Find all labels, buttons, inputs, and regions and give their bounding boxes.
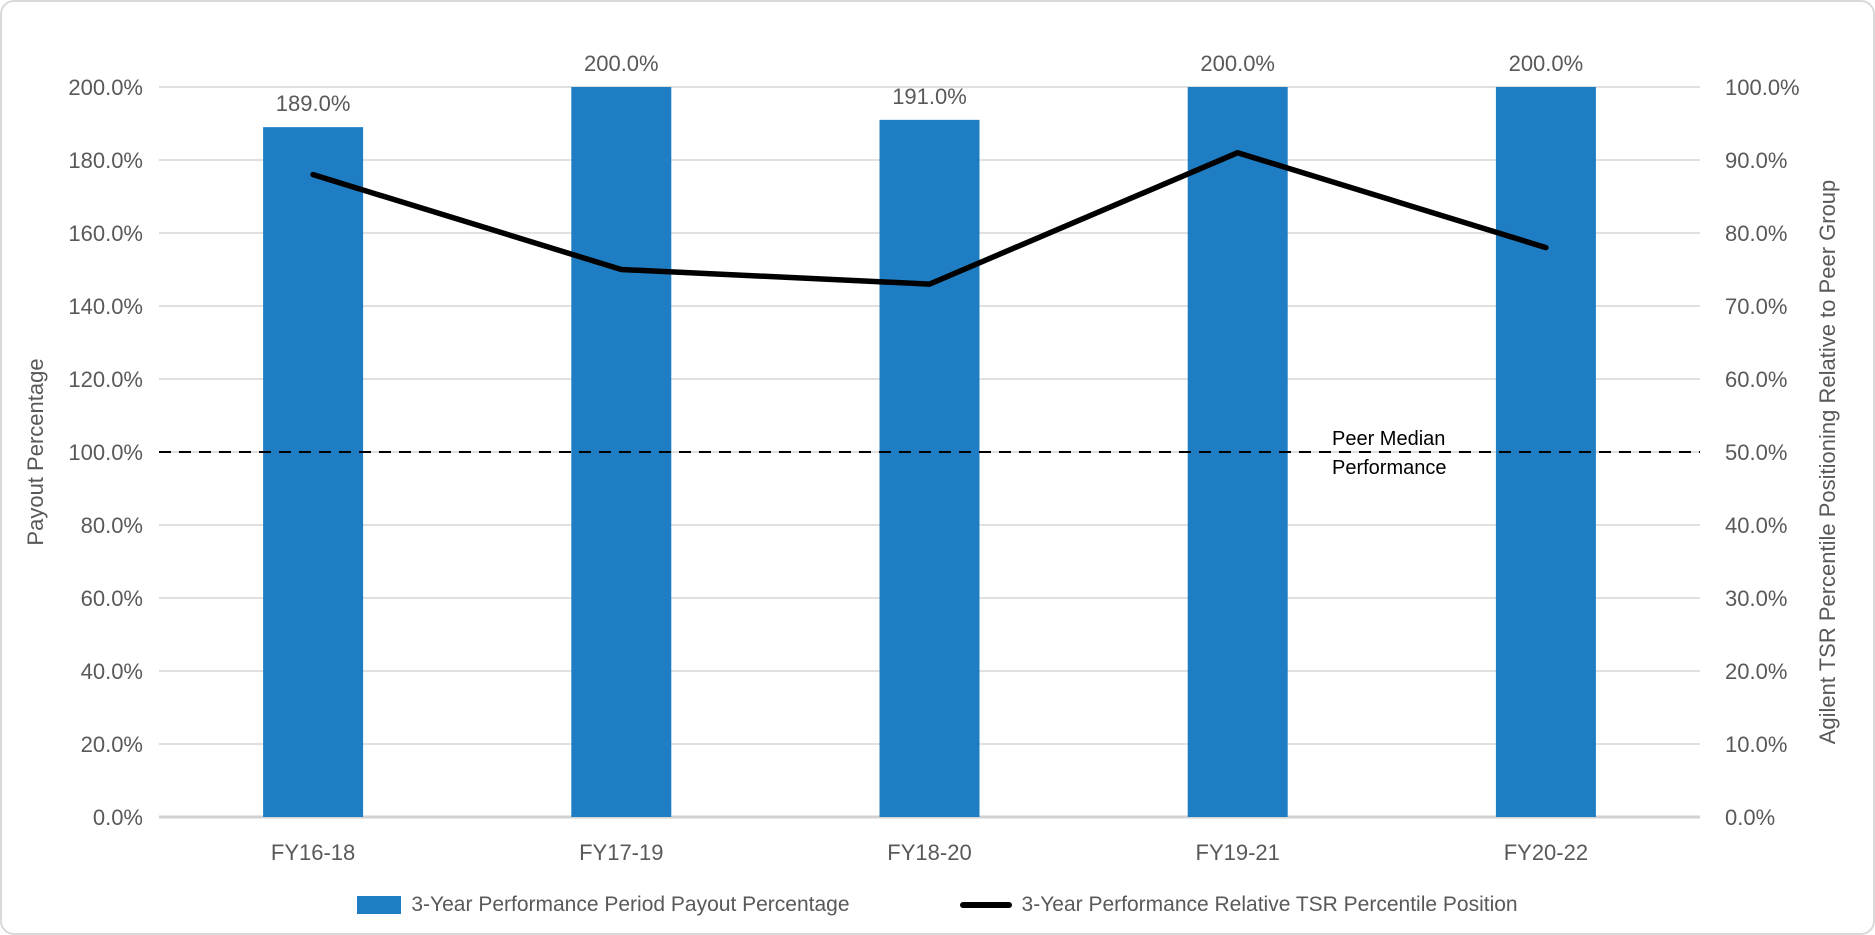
legend-label-payout: 3-Year Performance Period Payout Percent…: [411, 893, 850, 916]
right-axis-tick-label: 100.0%: [1725, 75, 1800, 100]
line-series-marker-icon: [959, 902, 1012, 908]
legend-label-tsr: 3-Year Performance Relative TSR Percenti…: [1021, 893, 1518, 916]
left-axis-tick-label: 60.0%: [81, 586, 143, 611]
legend-item-payout: 3-Year Performance Period Payout Percent…: [357, 893, 850, 917]
legend-item-tsr: 3-Year Performance Relative TSR Percenti…: [959, 893, 1518, 917]
tsr-line: [310, 149, 1549, 287]
x-axis-category-label: FY20-22: [1504, 840, 1588, 865]
bar-data-label: 191.0%: [892, 84, 967, 109]
left-axis-tick-label: 160.0%: [68, 221, 143, 246]
x-axis-category-label: FY19-21: [1196, 840, 1280, 865]
x-axis-category-label: FY18-20: [887, 840, 971, 865]
right-axis-tick-label: 80.0%: [1725, 221, 1787, 246]
bar-FY16-18: [263, 127, 364, 817]
left-axis-tick-label: 40.0%: [81, 659, 143, 684]
right-axis-tick-label: 10.0%: [1725, 732, 1787, 757]
left-axis-tick-label: 100.0%: [68, 440, 143, 465]
x-axis-category-label: FY17-19: [579, 840, 663, 865]
left-axis-tick-label: 200.0%: [68, 75, 143, 100]
right-axis-tick-label: 40.0%: [1725, 513, 1787, 538]
bar-data-label: 200.0%: [1200, 51, 1275, 76]
right-axis-title: Agilent TSR Percentile Positioning Relat…: [1815, 179, 1840, 745]
legend: 3-Year Performance Period Payout Percent…: [2, 893, 1873, 917]
right-axis-tick-label: 70.0%: [1725, 294, 1787, 319]
x-axis-category-label: FY16-18: [271, 840, 355, 865]
bar-FY18-20: [879, 119, 980, 818]
right-axis-tick-label: 50.0%: [1725, 440, 1787, 465]
left-axis-tick-label: 180.0%: [68, 148, 143, 173]
right-axis-tick-label: 30.0%: [1725, 586, 1787, 611]
bar-data-label: 200.0%: [584, 51, 659, 76]
left-axis-tick-label: 20.0%: [81, 732, 143, 757]
right-axis-tick-label: 0.0%: [1725, 805, 1775, 830]
left-axis-tick-label: 140.0%: [68, 294, 143, 319]
right-axis-tick-label: 60.0%: [1725, 367, 1787, 392]
peer-median-label: Performance: [1332, 457, 1447, 479]
bar-series-swatch-icon: [357, 896, 402, 914]
left-axis-tick-label: 120.0%: [68, 367, 143, 392]
peer-median-label: Peer Median: [1332, 428, 1445, 450]
left-axis-title: Payout Percentage: [23, 358, 48, 546]
left-axis-tick-label: 80.0%: [81, 513, 143, 538]
right-axis-tick-label: 20.0%: [1725, 659, 1787, 684]
right-axis-tick-label: 90.0%: [1725, 148, 1787, 173]
left-axis-tick-label: 0.0%: [93, 805, 143, 830]
bar-data-label: 189.0%: [276, 91, 351, 116]
bar-data-label: 200.0%: [1509, 51, 1584, 76]
